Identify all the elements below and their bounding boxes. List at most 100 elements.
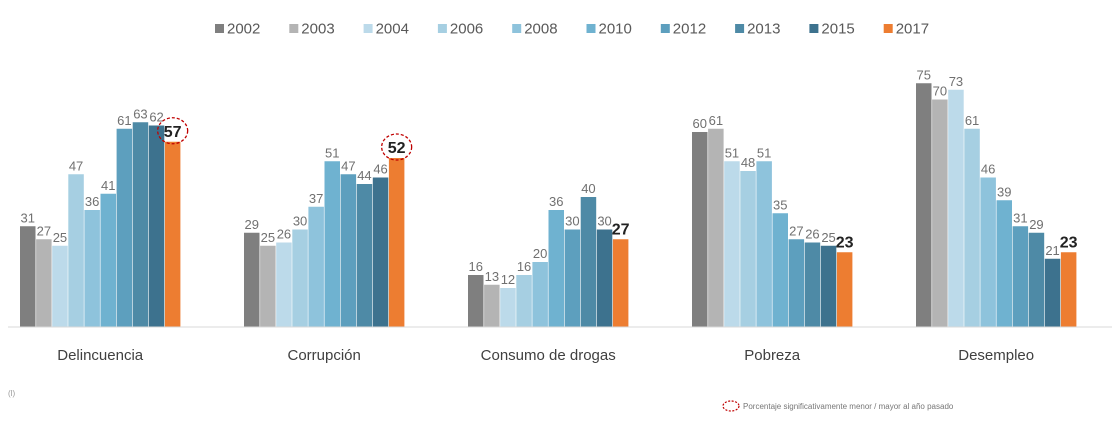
bar-desempleo-2012: [1012, 226, 1029, 327]
legend-swatch-2006: [437, 24, 447, 33]
value-label-pobreza-2003: 61: [709, 113, 723, 128]
legend-label-2002: 2002: [227, 21, 260, 38]
bar-corrupcion-2012: [340, 174, 357, 327]
footnote-text: Porcentaje significativamente menor / ma…: [743, 402, 954, 411]
bar-pobreza-2006: [740, 171, 756, 327]
bar-pobreza-2015: [820, 245, 837, 327]
bar-desempleo-2013: [1028, 232, 1045, 327]
value-label-pobreza-2004: 51: [725, 145, 739, 160]
value-label-desempleo-2004: 73: [949, 74, 963, 89]
bar-corrupcion-2004: [276, 242, 292, 327]
legend-label-2010: 2010: [599, 21, 632, 38]
legend-swatch-2010: [586, 24, 596, 33]
bar-consumo-de-drogas-2013: [580, 197, 597, 327]
bar-delincuencia-2004: [52, 245, 68, 327]
bar-pobreza-2017: [836, 252, 853, 327]
value-label-corrupcion-2002: 29: [245, 217, 259, 232]
value-label-delincuencia-2008: 36: [85, 194, 99, 209]
bar-delincuencia-2008: [84, 210, 100, 327]
category-label-delincuencia: Delincuencia: [57, 347, 144, 364]
legend-swatch-2004: [363, 24, 373, 33]
value-label-delincuencia-2012: 61: [117, 113, 131, 128]
bar-consumo-de-drogas-2017: [612, 239, 629, 327]
value-label-corrupcion-2015: 46: [373, 162, 387, 177]
bar-consumo-de-drogas-2008: [532, 262, 548, 327]
value-label-desempleo-2017: 23: [1060, 234, 1078, 251]
bar-delincuencia-2015: [148, 125, 165, 327]
bar-corrupcion-2006: [292, 229, 308, 327]
bar-consumo-de-drogas-2002: [468, 275, 484, 327]
value-label-pobreza-2013: 26: [805, 227, 819, 242]
bar-desempleo-2003: [932, 99, 948, 327]
category-label-consumo-de-drogas: Consumo de drogas: [481, 347, 616, 364]
bar-delincuencia-2002: [20, 226, 36, 327]
legend-swatch-2002: [215, 24, 224, 33]
value-label-consumo-de-drogas-2012: 30: [565, 214, 579, 229]
bar-corrupcion-2013: [356, 184, 373, 327]
legend-label-2017: 2017: [896, 21, 929, 38]
bar-corrupcion-2003: [260, 245, 276, 327]
value-label-desempleo-2015: 21: [1045, 243, 1059, 258]
value-label-desempleo-2012: 31: [1013, 210, 1027, 225]
value-label-corrupcion-2003: 25: [261, 230, 275, 245]
legend-label-2006: 2006: [450, 21, 483, 38]
value-label-pobreza-2010: 35: [773, 197, 787, 212]
value-label-corrupcion-2004: 26: [277, 227, 291, 242]
value-label-consumo-de-drogas-2006: 16: [517, 259, 531, 274]
value-label-consumo-de-drogas-2013: 40: [581, 181, 595, 196]
value-label-pobreza-2008: 51: [757, 145, 771, 160]
value-label-pobreza-2017: 23: [836, 234, 854, 251]
bar-consumo-de-drogas-2004: [500, 288, 516, 327]
value-label-corrupcion-2006: 30: [293, 214, 307, 229]
value-label-consumo-de-drogas-2008: 20: [533, 246, 547, 261]
legend-label-2012: 2012: [673, 21, 706, 38]
value-label-desempleo-2008: 46: [981, 162, 995, 177]
value-label-desempleo-2002: 75: [917, 67, 931, 82]
bar-delincuencia-2017: [164, 141, 181, 327]
value-label-corrupcion-2012: 47: [341, 158, 355, 173]
bar-pobreza-2003: [708, 128, 724, 327]
bar-delincuencia-2013: [132, 122, 149, 327]
bar-corrupcion-2017: [388, 158, 405, 327]
value-label-corrupcion-2017: 52: [388, 140, 406, 157]
bar-corrupcion-2008: [308, 206, 324, 327]
bar-corrupcion-2002: [244, 232, 260, 327]
legend-swatch-2003: [289, 24, 299, 33]
legend-swatch-2013: [735, 24, 745, 33]
chart-legend: 2002 2003 2004 2006 2008 2010 2012 2013 2015 2017: [215, 21, 929, 38]
category-label-pobreza: Pobreza: [744, 347, 801, 364]
bar-pobreza-2004: [724, 161, 740, 327]
bar-corrupcion-2010: [324, 161, 340, 327]
category-label-desempleo: Desempleo: [958, 347, 1034, 364]
value-label-consumo-de-drogas-2015: 30: [597, 214, 611, 229]
value-label-consumo-de-drogas-2003: 13: [485, 269, 499, 284]
value-label-consumo-de-drogas-2002: 16: [469, 259, 483, 274]
dashed-circle-icon: [722, 400, 740, 412]
bar-consumo-de-drogas-2012: [564, 229, 581, 327]
value-label-delincuencia-2015: 62: [149, 110, 163, 125]
bar-desempleo-2017: [1060, 252, 1077, 327]
bar-delincuencia-2003: [36, 239, 52, 327]
value-label-delincuencia-2002: 31: [21, 210, 35, 225]
value-label-pobreza-2006: 48: [741, 155, 755, 170]
value-label-desempleo-2003: 70: [933, 84, 947, 99]
legend-label-2015: 2015: [821, 21, 854, 38]
legend-label-2003: 2003: [301, 21, 334, 38]
value-label-desempleo-2013: 29: [1029, 217, 1043, 232]
bar-consumo-de-drogas-2003: [484, 284, 500, 327]
value-label-pobreza-2012: 27: [789, 223, 803, 238]
highlight-circle-corrupcion: [380, 133, 413, 161]
bar-consumo-de-drogas-2010: [548, 210, 564, 327]
value-label-consumo-de-drogas-2010: 36: [549, 194, 563, 209]
value-label-delincuencia-2013: 63: [133, 106, 147, 121]
bar-pobreza-2002: [692, 132, 708, 327]
bar-pobreza-2012: [788, 239, 805, 327]
value-label-pobreza-2002: 60: [693, 116, 707, 131]
legend-label-2008: 2008: [524, 21, 557, 38]
value-label-delincuencia-2017: 57: [164, 124, 182, 141]
category-label-corrupcion: Corrupción: [288, 347, 361, 364]
